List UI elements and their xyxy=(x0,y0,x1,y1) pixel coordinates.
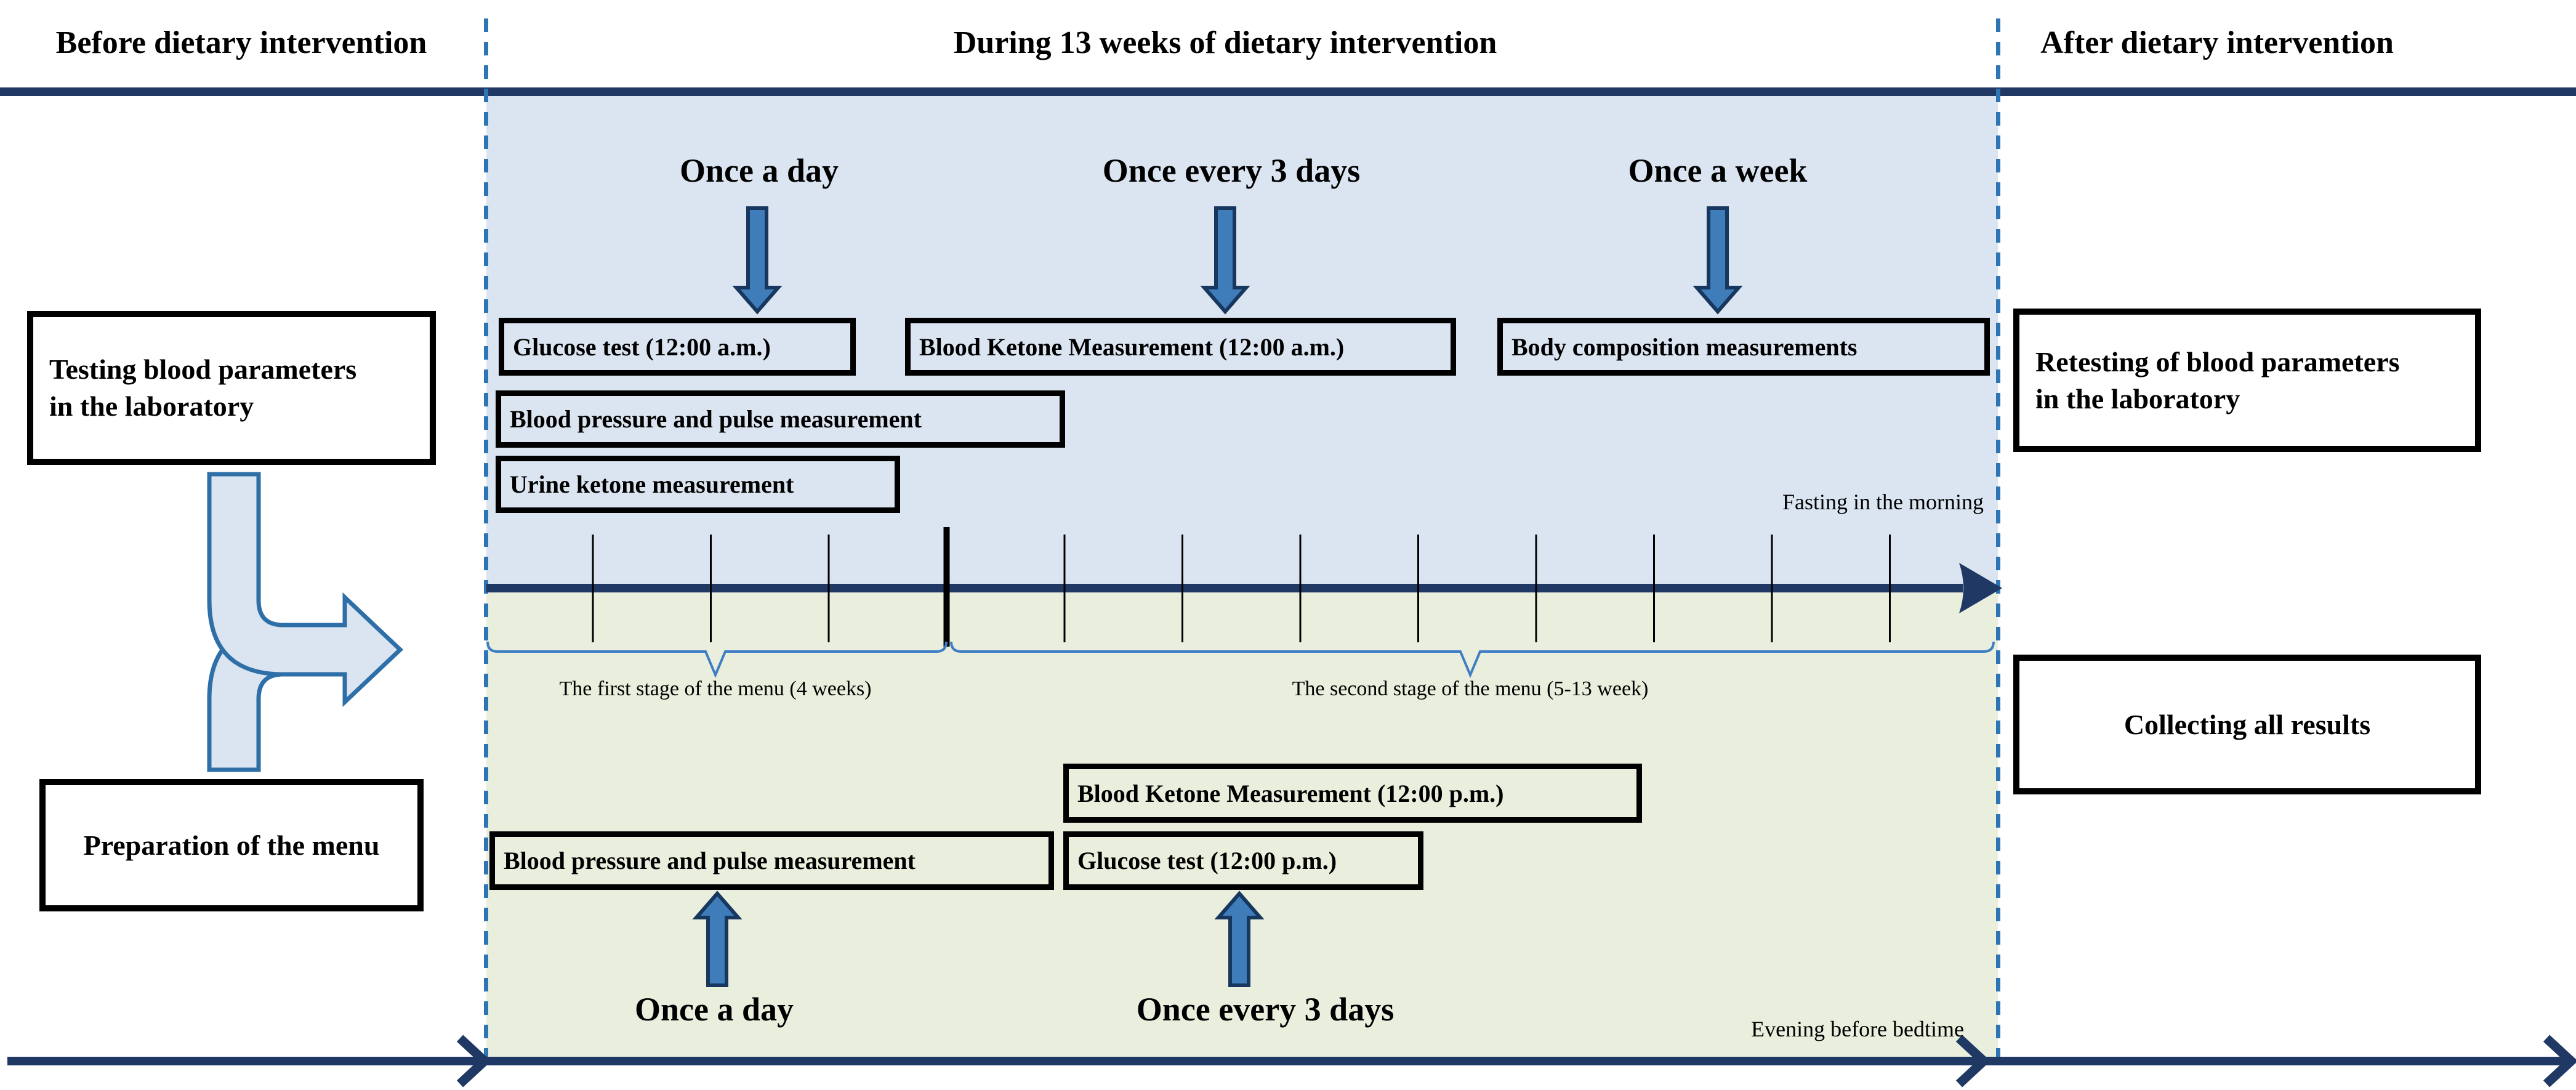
box-body-composition-label: Body composition measurements xyxy=(1511,333,1858,361)
stage2-brace xyxy=(950,641,1995,679)
box-blood-pressure-am: Blood pressure and pulse measurement xyxy=(496,390,1065,448)
box-glucose-test-am: Glucose test (12:00 a.m.) xyxy=(499,318,856,376)
box-collecting-all-results: Collecting all results xyxy=(2013,655,2481,794)
box-testing-blood-parameters: Testing blood parameters in the laborato… xyxy=(27,311,436,465)
retesting-line2: in the laboratory xyxy=(2035,382,2240,414)
down-arrow-once-every-3-days-icon xyxy=(1200,206,1250,315)
box-preparation-of-menu: Preparation of the menu xyxy=(39,779,424,911)
box-blood-ketone-pm-label: Blood Ketone Measurement (12:00 p.m.) xyxy=(1077,779,1504,807)
box-glucose-test-pm: Glucose test (12:00 p.m.) xyxy=(1063,831,1423,890)
box-blood-pressure-pm-label: Blood pressure and pulse measurement xyxy=(504,847,916,874)
label-once-a-week: Once a week xyxy=(1628,152,1808,189)
morning-panel xyxy=(486,96,1998,588)
box-blood-pressure-am-label: Blood pressure and pulse measurement xyxy=(510,405,922,433)
box-retesting-blood-parameters: Retesting of blood parameters in the lab… xyxy=(2013,309,2481,452)
bottom-flow-line xyxy=(7,1057,2569,1065)
merge-arrow-upper-pipe xyxy=(207,472,404,708)
box-urine-ketone: Urine ketone measurement xyxy=(496,456,900,513)
testing-line2: in the laboratory xyxy=(49,390,254,422)
box-glucose-test-pm-label: Glucose test (12:00 p.m.) xyxy=(1077,847,1337,874)
down-arrow-once-a-week-icon xyxy=(1693,206,1743,315)
box-blood-pressure-pm: Blood pressure and pulse measurement xyxy=(489,831,1054,890)
label-once-every-3-days-evening: Once every 3 days xyxy=(1136,991,1395,1028)
box-preparation-of-menu-label: Preparation of the menu xyxy=(83,829,380,861)
retesting-line1: Retesting of blood parameters xyxy=(2035,345,2400,377)
label-once-every-3-days-morning: Once every 3 days xyxy=(1102,152,1361,189)
box-urine-ketone-label: Urine ketone measurement xyxy=(510,470,794,498)
box-retesting-blood-parameters-label: Retesting of blood parameters in the lab… xyxy=(2035,344,2400,418)
box-testing-blood-parameters-label: Testing blood parameters in the laborato… xyxy=(49,351,356,425)
box-body-composition: Body composition measurements xyxy=(1497,318,1990,376)
box-blood-ketone-am: Blood Ketone Measurement (12:00 a.m.) xyxy=(905,318,1456,376)
box-blood-ketone-am-label: Blood Ketone Measurement (12:00 a.m.) xyxy=(919,333,1345,361)
note-fasting-morning: Fasting in the morning xyxy=(1782,490,1984,514)
up-arrow-once-every-3-days-icon xyxy=(1214,890,1265,987)
label-once-a-day-evening: Once a day xyxy=(634,991,794,1028)
box-blood-ketone-pm: Blood Ketone Measurement (12:00 p.m.) xyxy=(1063,764,1642,823)
stage1-brace xyxy=(486,641,948,679)
header-during-intervention: During 13 weeks of dietary intervention xyxy=(953,25,1497,60)
down-arrow-once-a-day-icon xyxy=(732,206,783,315)
intervention-end-dashed-line xyxy=(1996,18,2000,1057)
bottom-flow-chevron-middle-icon xyxy=(1955,1035,1991,1088)
testing-line1: Testing blood parameters xyxy=(49,353,357,386)
timeline-bar xyxy=(486,584,1963,592)
note-evening-bedtime: Evening before bedtime xyxy=(1751,1017,1964,1041)
timeline-week-ticks xyxy=(592,527,1891,647)
label-stage2: The second stage of the menu (5-13 week) xyxy=(1292,677,1649,700)
timeline-arrowhead-icon xyxy=(1959,563,2002,613)
header-divider-line xyxy=(0,87,2576,96)
box-collecting-all-results-label: Collecting all results xyxy=(2123,708,2371,740)
label-stage1: The first stage of the menu (4 weeks) xyxy=(559,677,872,700)
intervention-start-dashed-line xyxy=(484,18,488,1057)
merge-arrow xyxy=(207,472,404,772)
bottom-flow-chevron-left-icon xyxy=(456,1035,492,1088)
bottom-flow-chevron-right-icon xyxy=(2543,1035,2576,1088)
header-after-intervention: After dietary intervention xyxy=(2040,25,2394,60)
up-arrow-once-a-day-icon xyxy=(692,890,743,987)
box-glucose-test-am-label: Glucose test (12:00 a.m.) xyxy=(513,333,771,361)
label-once-a-day-morning: Once a day xyxy=(679,152,839,189)
header-before-intervention: Before dietary intervention xyxy=(55,25,427,60)
